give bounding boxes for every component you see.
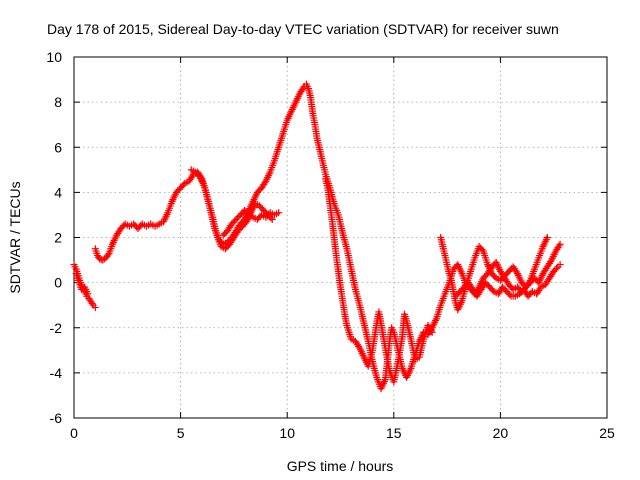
data-point-plus xyxy=(489,286,497,294)
x-tick-labels: 0 5 10 15 20 25 xyxy=(70,425,615,441)
x-axis-label: GPS time / hours xyxy=(287,458,394,474)
y-tick-label: 6 xyxy=(54,139,62,155)
y-tick-label: 8 xyxy=(54,94,62,110)
data-point-plus xyxy=(427,327,435,335)
x-tick-label: 5 xyxy=(177,425,185,441)
x-tick-label: 0 xyxy=(70,425,78,441)
data-point-plus xyxy=(104,251,112,259)
x-tick-label: 10 xyxy=(279,425,295,441)
series-4 xyxy=(322,175,436,386)
series-6 xyxy=(452,261,564,300)
data-point-plus xyxy=(543,234,551,241)
y-tick-label: 0 xyxy=(54,275,62,291)
y-tick-label: 4 xyxy=(54,184,62,200)
data-point-plus xyxy=(179,181,187,189)
y-tick-label: -6 xyxy=(50,410,63,426)
data-point-plus xyxy=(267,214,275,222)
chart-title: Day 178 of 2015, Sidereal Day-to-day VTE… xyxy=(47,21,559,37)
y-tick-label: 2 xyxy=(54,230,62,246)
data-point-plus xyxy=(84,290,92,298)
y-tick-label: -2 xyxy=(50,320,63,336)
x-tick-label: 25 xyxy=(599,425,615,441)
series-7 xyxy=(72,270,92,298)
axis-ticks xyxy=(73,56,608,419)
data-point-plus xyxy=(88,299,96,307)
y-tick-labels: -6 -4 -2 0 2 4 6 8 10 xyxy=(46,49,62,426)
data-point-plus xyxy=(275,209,283,217)
data-point-plus xyxy=(491,273,499,281)
y-tick-label: 10 xyxy=(46,49,62,65)
series-1 xyxy=(91,80,551,393)
x-tick-label: 15 xyxy=(386,425,402,441)
data-point-plus xyxy=(556,261,564,269)
data-point-plus xyxy=(506,291,514,299)
data-point-plus xyxy=(91,303,99,311)
data-point-plus xyxy=(428,328,436,336)
data-point-plus xyxy=(268,215,276,223)
series-3 xyxy=(187,166,276,253)
data-point-plus xyxy=(553,264,561,272)
series-5 xyxy=(437,234,564,314)
data-point-plus xyxy=(556,240,564,248)
data-point-plus xyxy=(555,242,563,250)
data-point-plus xyxy=(478,246,486,254)
y-tick-label: -4 xyxy=(50,365,63,381)
data-points xyxy=(70,80,564,393)
x-tick-label: 20 xyxy=(493,425,509,441)
y-axis-label: SDTVAR / TECUs xyxy=(7,181,23,293)
